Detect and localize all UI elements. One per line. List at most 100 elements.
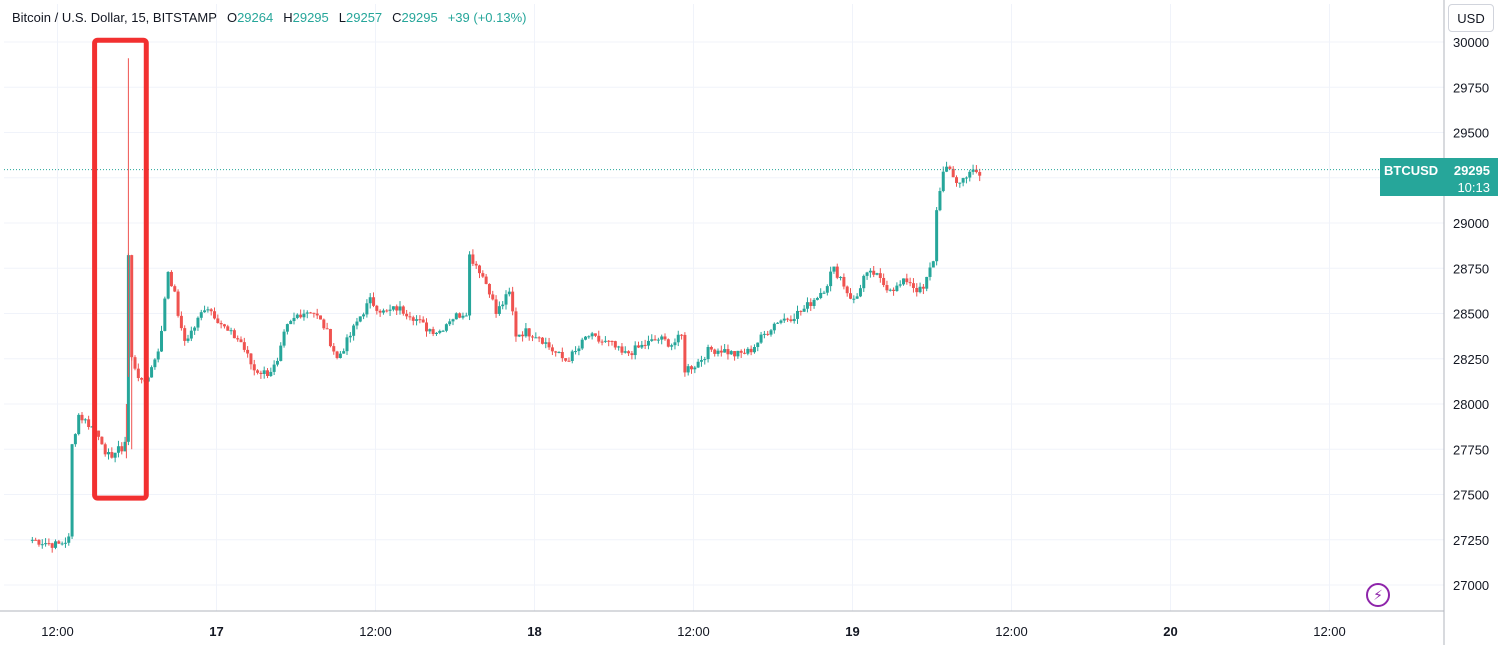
candle-body: [391, 306, 395, 310]
candle-body: [322, 319, 326, 329]
currency-button[interactable]: USD: [1448, 4, 1494, 32]
candle-body: [620, 346, 624, 353]
price-tag-symbol: BTCUSD: [1384, 163, 1439, 178]
candle-body: [534, 337, 538, 339]
candle-body: [491, 294, 495, 300]
candle-body: [521, 334, 525, 337]
candle-body: [560, 351, 564, 359]
candle-body: [169, 271, 173, 287]
candle-body: [478, 265, 482, 274]
candle-body: [358, 316, 362, 322]
candle-body: [872, 270, 876, 275]
candle-body: [411, 317, 415, 321]
candle-body: [769, 330, 773, 335]
candle-body: [487, 283, 491, 295]
candle-body: [468, 254, 472, 316]
candle-body: [895, 285, 899, 292]
candle-body: [925, 276, 929, 289]
candle-body: [345, 337, 349, 352]
price-tag-value: 29295: [1453, 163, 1490, 178]
candle-body: [63, 542, 67, 544]
candle-body: [547, 342, 551, 348]
candle-body: [696, 361, 700, 368]
candle-body: [219, 323, 223, 325]
x-tick-label: 12:00: [359, 624, 392, 639]
candle-body: [653, 339, 657, 341]
candle-body: [580, 339, 584, 349]
candle-body: [908, 282, 912, 284]
candle-body: [189, 330, 193, 339]
candle-body: [524, 328, 528, 337]
candle-body: [673, 342, 677, 346]
candle-body: [259, 372, 263, 374]
candle-body: [315, 313, 319, 316]
candle-body: [613, 341, 617, 348]
candle-body: [607, 340, 611, 342]
candle-body: [242, 342, 246, 350]
candle-body: [898, 284, 902, 286]
candle-body: [289, 321, 293, 325]
candle-body: [699, 360, 703, 362]
candle-body: [888, 289, 892, 291]
candle-body: [130, 255, 134, 358]
candle-body: [203, 310, 207, 313]
y-tick-label: 28250: [1453, 352, 1489, 367]
candle-body: [892, 289, 896, 292]
candle-body: [550, 347, 554, 352]
candle-body: [497, 306, 501, 314]
candle-body: [365, 303, 369, 315]
candle-body: [222, 324, 226, 327]
candle-body: [842, 276, 846, 287]
candle-body: [398, 306, 402, 311]
candle-body: [385, 310, 389, 312]
candle-body: [408, 316, 412, 318]
candle-body: [822, 292, 826, 294]
candle-body: [451, 319, 455, 322]
candle-body: [564, 358, 568, 361]
candle-body: [868, 270, 872, 273]
candle-body: [630, 353, 634, 356]
price-change: +39 (+0.13%): [447, 10, 527, 25]
lightning-bolt-icon[interactable]: ⚡: [1366, 583, 1390, 607]
candle-body: [206, 309, 210, 311]
candle-body: [60, 543, 64, 545]
candle-body: [739, 350, 743, 353]
candle-body: [759, 334, 763, 343]
candle-body: [554, 351, 558, 353]
candle-body: [882, 277, 886, 286]
candle-body: [246, 349, 250, 354]
candle-body: [809, 302, 813, 306]
candle-body: [587, 336, 591, 338]
candle-body: [656, 339, 660, 341]
candle-body: [776, 322, 780, 324]
candle-body: [570, 351, 574, 361]
candle-body: [83, 419, 87, 421]
candle-body: [100, 436, 104, 445]
symbol-legend[interactable]: Bitcoin / U.S. Dollar, 15, BITSTAMP O292…: [12, 10, 526, 25]
candle-body: [878, 273, 882, 278]
candle-body: [381, 310, 385, 313]
candle-body: [431, 329, 435, 335]
symbol-title: Bitcoin / U.S. Dollar, 15, BITSTAMP: [12, 10, 217, 25]
candle-body: [160, 330, 164, 352]
candle-body: [971, 169, 975, 172]
y-tick-label: 27500: [1453, 488, 1489, 503]
candle-body: [236, 338, 240, 340]
annotation-layer: [4, 37, 1380, 501]
axes: 27000 27250 27500 27750 28000 28250 28500 28750…: [0, 0, 1489, 645]
ohlc-low: L29257: [338, 10, 383, 25]
candle-body: [663, 336, 667, 340]
candle-body: [961, 178, 965, 183]
candle-body: [282, 331, 286, 346]
candle-body: [70, 444, 74, 537]
candle-body: [335, 351, 339, 358]
candle-body: [183, 328, 187, 341]
candle-body: [332, 346, 336, 352]
candle-body: [902, 278, 906, 285]
candle-body: [968, 171, 972, 178]
candle-body: [683, 334, 687, 373]
candle-body: [34, 539, 38, 541]
candle-body: [756, 342, 760, 347]
candle-body: [166, 271, 170, 299]
